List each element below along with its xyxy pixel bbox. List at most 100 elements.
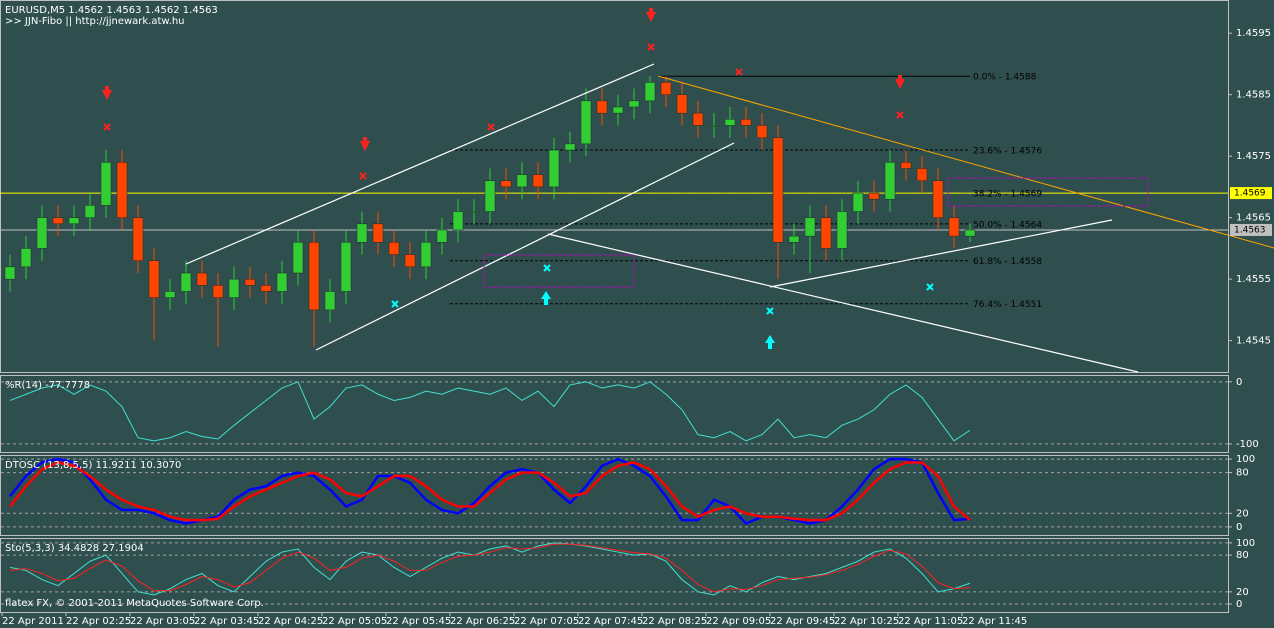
candle-body <box>340 242 352 292</box>
candle-body <box>900 162 912 169</box>
candle-body <box>740 119 752 126</box>
buy-arrow <box>541 291 551 305</box>
series-line <box>9 381 971 442</box>
trendline <box>547 233 1139 373</box>
fibo-label: 23.6% - 1.4576 <box>973 147 1042 157</box>
y-tick-label: -100 <box>1236 439 1259 450</box>
x-tick-label: 22 Apr 2011 <box>2 616 64 627</box>
sell-arrow <box>360 137 370 151</box>
candle-body <box>20 248 32 268</box>
y-tick-label: 20 <box>1236 508 1249 519</box>
panel-title: DTOSC (13,8,5,5) 11.9211 10.3070 <box>5 460 181 471</box>
candle-body <box>836 211 848 249</box>
price-tag-label: 1.4569 <box>1234 189 1266 199</box>
candle-body <box>532 174 544 188</box>
candle-body <box>820 217 832 249</box>
drawings <box>102 8 1274 373</box>
x-tick-label: 22 Apr 09:45 <box>770 616 835 627</box>
copyright: flatex FX, © 2001-2011 MetaQuotes Softwa… <box>5 598 264 609</box>
y-tick-label: 1.4545 <box>1236 336 1271 347</box>
candle-body <box>564 143 576 151</box>
y-tick-label: 1.4595 <box>1236 28 1271 39</box>
x-tick-label: 22 Apr 06:25 <box>450 616 515 627</box>
panel-title: Sto(5,3,3) 34.4828 27.1904 <box>5 543 144 554</box>
candle-body <box>276 272 288 292</box>
trendline <box>185 63 655 265</box>
buy-arrow <box>765 335 775 349</box>
x-tick-label: 22 Apr 03:05 <box>130 616 195 627</box>
candle-body <box>260 285 272 292</box>
candle-body <box>324 291 336 311</box>
price-tag <box>1230 187 1272 200</box>
candle-body <box>212 285 224 298</box>
fibo-label: 50.0% - 1.4564 <box>973 220 1042 230</box>
sell-arrow <box>895 75 905 89</box>
candle-body <box>68 217 80 225</box>
sell-x <box>103 43 904 180</box>
candle-body <box>804 217 816 237</box>
candle-body <box>788 235 800 243</box>
y-tick-label: 0 <box>1236 599 1242 610</box>
x-tick-label: 22 Apr 10:25 <box>834 616 899 627</box>
candle-body <box>132 217 144 261</box>
panel <box>0 455 1229 536</box>
cloud-box <box>483 254 635 288</box>
y-tick-label: 1.4585 <box>1236 90 1271 101</box>
x-tick-label: 22 Apr 04:25 <box>258 616 323 627</box>
candle-body <box>420 242 432 268</box>
fibo-label: 61.8% - 1.4558 <box>973 257 1042 267</box>
y-tick-label: 100 <box>1236 538 1255 549</box>
panel <box>0 0 1229 373</box>
candle-body <box>596 100 608 114</box>
label-layer: EURUSD,M5 1.4562 1.4563 1.4562 1.4563>> … <box>2 5 1272 627</box>
fibo-label: 38.2% - 1.4569 <box>973 190 1042 200</box>
trendline <box>657 75 1274 249</box>
price-tag-label: 1.4563 <box>1234 225 1266 235</box>
cloud-box <box>947 177 1149 207</box>
candle-body <box>372 223 384 243</box>
y-tick-label: 20 <box>1236 587 1249 598</box>
x-tick-label: 22 Apr 09:05 <box>706 616 771 627</box>
candle-body <box>708 125 720 127</box>
candle-body <box>36 217 48 249</box>
candle-body <box>52 217 64 225</box>
y-tick-label: 1.4555 <box>1236 274 1271 285</box>
panel <box>0 375 1229 453</box>
y-tick-label: 1.4575 <box>1236 151 1271 162</box>
chart-subtitle: >> JJN-Fibo || http://jjnewark.atw.hu <box>5 16 185 27</box>
buy-x <box>391 264 934 315</box>
x-tick-label: 22 Apr 07:45 <box>578 616 643 627</box>
plot-layer <box>0 0 1232 616</box>
candle-body <box>676 94 688 114</box>
candle-body <box>484 180 496 212</box>
candle-body <box>964 229 976 237</box>
candle-body <box>228 278 240 298</box>
fibo-label: 0.0% - 1.4588 <box>973 73 1037 83</box>
candle-body <box>948 217 960 237</box>
candle-body <box>436 229 448 243</box>
y-tick-label: 0 <box>1236 377 1242 388</box>
candle-body <box>196 272 208 286</box>
candle-body <box>868 192 880 200</box>
candle-body <box>468 211 480 213</box>
candle-body <box>116 162 128 218</box>
candle-body <box>660 82 672 95</box>
sell-marks <box>103 43 904 180</box>
candle-body <box>516 174 528 188</box>
candle-body <box>628 100 640 108</box>
candle-body <box>388 242 400 255</box>
candle-body <box>84 205 96 218</box>
buy-arrows <box>391 264 934 349</box>
series-line <box>9 542 971 596</box>
y-tick-label: 0 <box>1236 522 1242 533</box>
panel-title: %R(14) -77.7778 <box>5 380 90 391</box>
candle-body <box>4 266 16 280</box>
candle-body <box>884 162 896 200</box>
candle-body <box>452 211 464 231</box>
candle-body <box>772 137 784 243</box>
x-tick-label: 22 Apr 03:45 <box>194 616 259 627</box>
candle-body <box>244 278 256 286</box>
x-tick-label: 22 Apr 11:45 <box>962 616 1027 627</box>
